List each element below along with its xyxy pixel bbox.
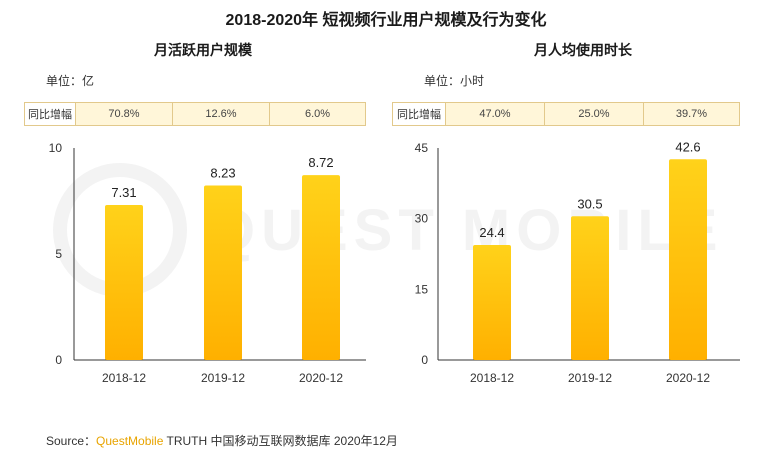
growth-cell-2020: 6.0% — [269, 103, 365, 125]
unit-label-mau: 单位：亿 — [46, 74, 95, 88]
growth-cell-2020: 39.7% — [643, 103, 739, 125]
source-prefix: Source： — [46, 434, 97, 448]
x-tick-label: 2020-12 — [299, 371, 343, 385]
chart-title-duration: 月人均使用时长 — [534, 42, 632, 58]
page-title: 2018-2020年 短视频行业用户规模及行为变化 — [225, 12, 547, 29]
growth-table-mau: 同比增幅 70.8% 12.6% 6.0% — [24, 102, 366, 126]
growth-cell-2019: 25.0% — [544, 103, 643, 125]
bar-2019-12 — [204, 185, 242, 360]
bar-value-label: 8.23 — [210, 166, 235, 181]
bar-value-label: 7.31 — [111, 185, 136, 200]
growth-cell-2019: 12.6% — [172, 103, 269, 125]
source-rest: TRUTH 中国移动互联网数据库 2020年12月 — [163, 434, 398, 448]
x-tick-label: 2018-12 — [102, 371, 146, 385]
bar-2018-12 — [105, 205, 143, 360]
y-tick-label: 5 — [55, 247, 62, 261]
bar-value-label: 8.72 — [308, 155, 333, 170]
growth-cell-2018: 47.0% — [445, 103, 544, 125]
bar-2020-12 — [302, 175, 340, 360]
growth-table-duration: 同比增幅 47.0% 25.0% 39.7% — [392, 102, 740, 126]
chart-title-mau: 月活跃用户规模 — [154, 42, 252, 58]
y-tick-label: 0 — [55, 353, 62, 367]
unit-label-duration: 单位：小时 — [424, 74, 485, 88]
source-note: Source：QuestMobile TRUTH 中国移动互联网数据库 2020… — [46, 432, 398, 449]
source-brand: QuestMobile — [96, 434, 164, 448]
y-tick-label: 10 — [49, 141, 63, 155]
growth-row-label: 同比增幅 — [393, 103, 445, 125]
growth-row-label: 同比增幅 — [25, 103, 75, 125]
x-tick-label: 2019-12 — [201, 371, 245, 385]
growth-cell-2018: 70.8% — [75, 103, 172, 125]
